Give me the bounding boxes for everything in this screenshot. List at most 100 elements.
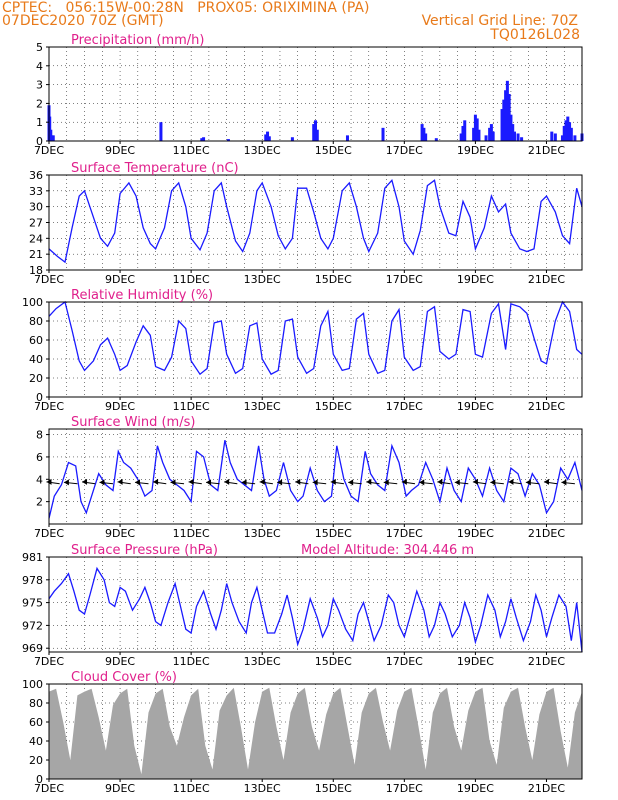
y-tick-label: 24 — [29, 232, 43, 245]
precip-bar — [434, 138, 438, 141]
y-tick-label: 100 — [22, 296, 43, 309]
series-line — [48, 178, 583, 264]
panel-title: Surface Wind (m/s) — [71, 415, 195, 430]
y-tick-label: 100 — [22, 678, 43, 691]
x-tick-label: 7DEC — [34, 144, 64, 157]
x-tick-label: 21DEC — [528, 782, 565, 795]
x-tick-label: 17DEC — [386, 273, 423, 286]
precip-bar — [573, 135, 577, 141]
y-tick-label: 3 — [36, 79, 43, 92]
precip-bar — [264, 134, 268, 141]
wind-arrow-head — [241, 479, 247, 486]
x-tick-label: 7DEC — [34, 655, 64, 668]
panel-title: Precipitation (mm/h) — [71, 33, 204, 48]
wind-arrow-head — [561, 479, 567, 486]
panel-frame — [48, 46, 583, 142]
y-tick-label: 972 — [22, 619, 43, 632]
precip-bar — [200, 138, 204, 141]
x-tick-label: 21DEC — [528, 144, 565, 157]
y-tick-label: 981 — [22, 551, 43, 564]
x-tick-label: 21DEC — [528, 655, 565, 668]
x-tick-label: 21DEC — [528, 400, 565, 413]
precip-bar — [564, 120, 568, 141]
precip-bar — [290, 137, 294, 141]
y-tick-label: 978 — [22, 574, 43, 587]
wind-arrow-head — [543, 478, 549, 485]
precip-bar — [491, 131, 495, 141]
wind-arrow-head — [348, 479, 354, 486]
x-tick-label: 21DEC — [528, 273, 565, 286]
x-tick-label: 7DEC — [34, 527, 64, 540]
wind-arrow-head — [295, 478, 301, 485]
y-tick-label: 4 — [36, 473, 43, 486]
x-tick-label: 13DEC — [244, 527, 281, 540]
precip-bar — [488, 127, 492, 141]
x-tick-label: 17DEC — [386, 400, 423, 413]
precip-bar — [475, 118, 479, 141]
y-tick-label: 36 — [29, 169, 43, 182]
precip-bar — [568, 122, 572, 141]
x-tick-label: 19DEC — [457, 527, 494, 540]
precip-bar — [489, 124, 493, 141]
x-tick-label: 9DEC — [105, 655, 135, 668]
cloud-cover-area — [49, 687, 582, 779]
x-tick-label: 17DEC — [386, 782, 423, 795]
x-tick-label: 15DEC — [315, 527, 352, 540]
precip-bar — [553, 133, 557, 141]
y-tick-label: 60 — [29, 716, 43, 729]
panel-title: Surface Temperature (nC) — [71, 161, 239, 176]
precip-bar — [381, 127, 385, 141]
series-line — [48, 300, 583, 376]
wind-arrow-head — [401, 478, 407, 485]
x-tick-label: 11DEC — [173, 527, 210, 540]
x-tick-label: 17DEC — [386, 527, 423, 540]
header-model-id: TQ0126L028 — [490, 27, 580, 43]
x-tick-label: 19DEC — [457, 782, 494, 795]
x-tick-label: 9DEC — [105, 144, 135, 157]
precip-bar — [267, 136, 271, 141]
x-tick-label: 13DEC — [244, 782, 281, 795]
x-tick-label: 11DEC — [173, 400, 210, 413]
y-tick-label: 6 — [36, 451, 43, 464]
precip-bar — [484, 135, 488, 141]
precip-bar — [420, 124, 424, 141]
precip-bar — [314, 120, 317, 141]
x-tick-label: 13DEC — [244, 273, 281, 286]
y-tick-label: 60 — [29, 334, 43, 347]
precip-bar — [422, 127, 426, 141]
x-tick-label: 11DEC — [173, 144, 210, 157]
x-tick-label: 13DEC — [244, 655, 281, 668]
x-tick-label: 15DEC — [315, 655, 352, 668]
precip-bar — [560, 135, 564, 141]
precip-bar — [500, 109, 504, 141]
x-tick-label: 17DEC — [386, 144, 423, 157]
x-tick-label: 7DEC — [34, 273, 64, 286]
panel-title: Surface Pressure (hPa) — [71, 543, 218, 558]
wind-arrow-head — [259, 478, 265, 485]
y-tick-label: 0 — [36, 773, 43, 786]
wind-arrow-head — [330, 478, 336, 485]
y-tick-label: 0 — [36, 391, 43, 404]
x-tick-label: 19DEC — [457, 400, 494, 413]
precip-bar — [226, 139, 230, 141]
precip-bar — [504, 90, 508, 141]
x-tick-label: 9DEC — [105, 527, 135, 540]
precip-bar — [159, 122, 163, 141]
precip-bar — [502, 99, 506, 141]
precip-bar — [516, 133, 520, 141]
header-grid-note: Vertical Grid Line: 70Z — [421, 13, 578, 29]
precip-bar — [463, 120, 467, 141]
series-line — [48, 440, 583, 519]
precip-bar — [48, 116, 52, 141]
wind-arrow-head — [224, 478, 230, 485]
y-tick-label: 4 — [36, 60, 43, 73]
precip-bar — [511, 124, 515, 141]
precip-bar — [266, 131, 270, 141]
wind-arrow-head — [490, 479, 496, 486]
precip-bar — [569, 127, 573, 141]
wind-arrow-head — [206, 479, 212, 486]
x-tick-label: 9DEC — [105, 782, 135, 795]
y-tick-label: 30 — [29, 201, 43, 214]
y-tick-label: 80 — [29, 315, 43, 328]
wind-arrow-head — [383, 479, 389, 486]
